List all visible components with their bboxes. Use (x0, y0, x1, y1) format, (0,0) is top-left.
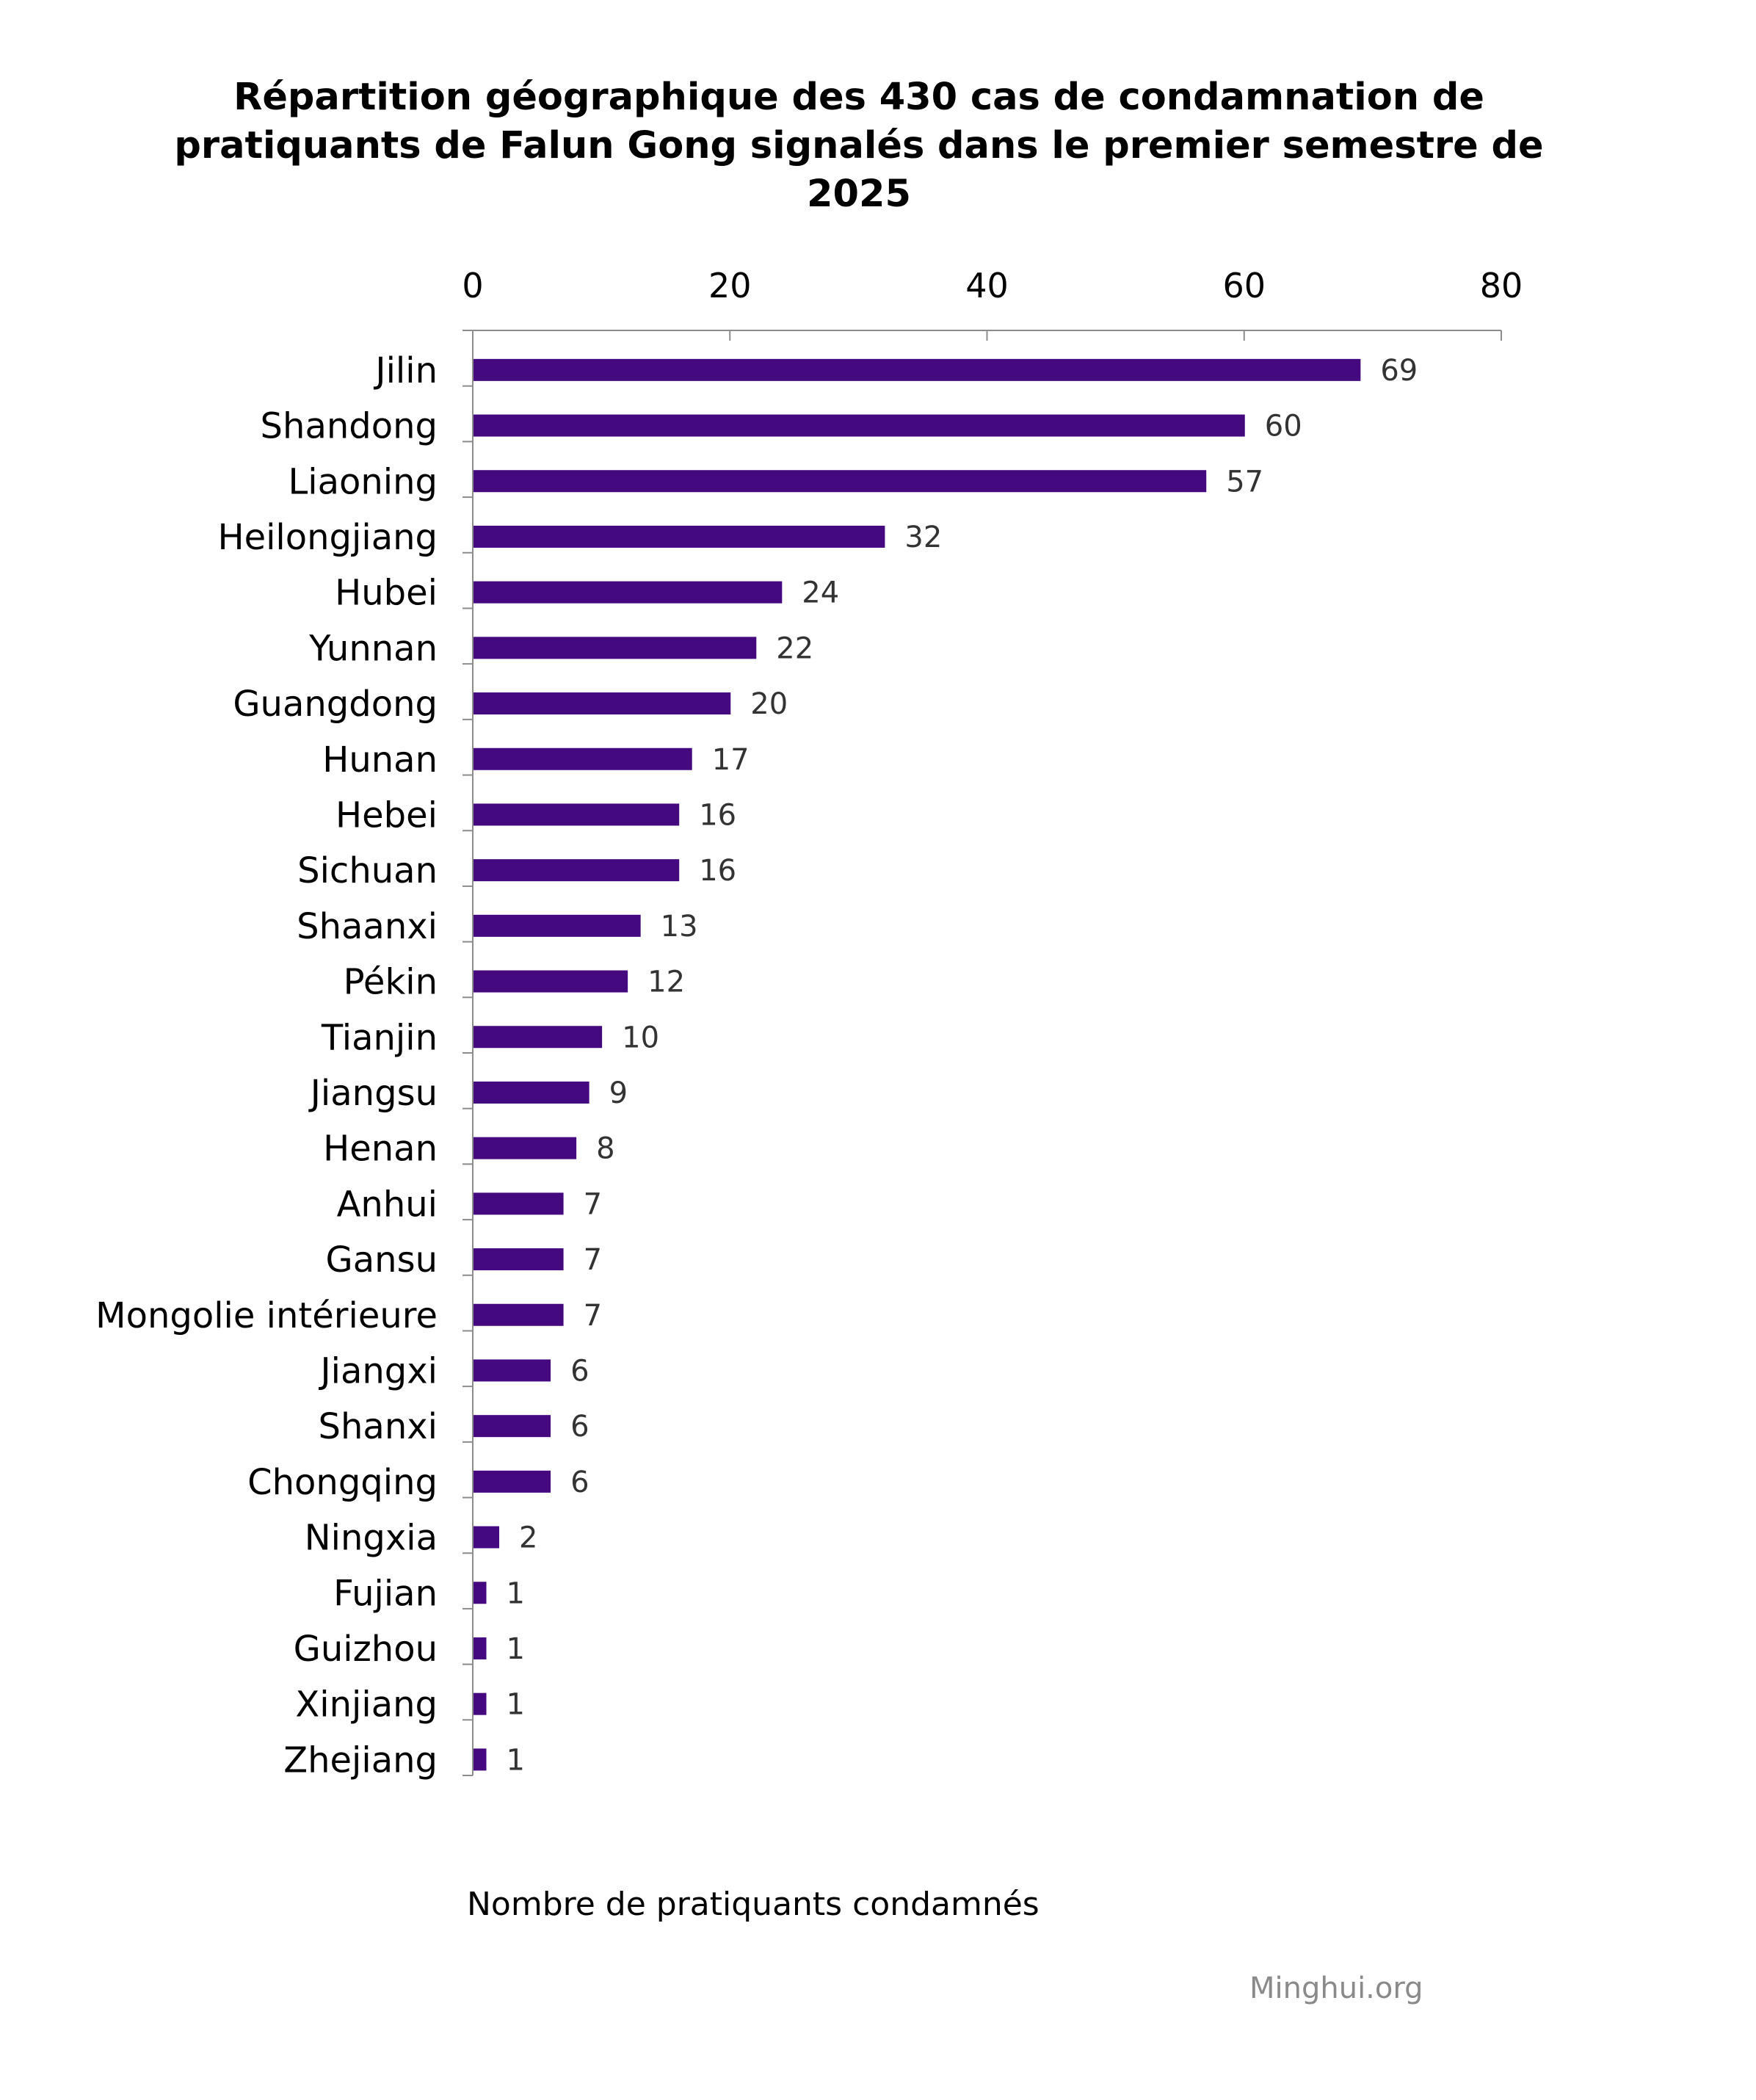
category-label: Fujian (333, 1573, 438, 1614)
data-label: 20 (750, 687, 788, 721)
chart-title: Répartition géographique des 430 cas de … (174, 76, 1544, 216)
data-label: 1 (507, 1688, 525, 1722)
bar (474, 692, 731, 715)
bar (474, 1192, 564, 1215)
data-label: 7 (584, 1187, 602, 1221)
bar (474, 1470, 551, 1493)
data-label: 10 (622, 1021, 659, 1054)
bar (474, 1359, 551, 1382)
category-label: Anhui (337, 1184, 438, 1225)
category-label: Henan (323, 1129, 438, 1170)
category-label: Guizhou (294, 1629, 438, 1670)
bar (474, 1526, 500, 1549)
bar (474, 414, 1245, 437)
data-label: 2 (519, 1521, 537, 1555)
category-label: Hubei (335, 573, 438, 614)
x-tick-label: 60 (1222, 266, 1266, 305)
bar (474, 1692, 487, 1715)
bar (474, 914, 641, 937)
category-label: Liaoning (288, 461, 438, 502)
data-label: 7 (584, 1243, 602, 1277)
data-label: 6 (570, 1466, 589, 1499)
data-label: 8 (596, 1132, 614, 1166)
category-label: Sichuan (297, 850, 438, 891)
x-tick-label: 80 (1480, 266, 1523, 305)
bar (474, 1081, 589, 1104)
data-label: 24 (802, 576, 839, 610)
category-label: Gansu (326, 1239, 438, 1281)
category-label: Yunnan (308, 628, 438, 669)
category-label: Mongolie intérieure (95, 1295, 438, 1336)
bar (474, 1637, 487, 1659)
bar (474, 1248, 564, 1271)
category-label: Shandong (261, 406, 438, 447)
category-label: Hebei (335, 794, 438, 836)
data-label: 6 (570, 1410, 589, 1444)
source-label: Minghui.org (1249, 1972, 1423, 2005)
bar (474, 637, 757, 659)
bar (474, 1026, 603, 1049)
data-label: 1 (507, 1576, 525, 1610)
x-tick-label: 40 (965, 266, 1009, 305)
category-label: Shanxi (319, 1406, 438, 1447)
category-label: Zhejiang (283, 1739, 438, 1781)
category-label: Ningxia (305, 1518, 438, 1559)
data-label: 12 (647, 966, 685, 999)
data-label: 17 (712, 743, 750, 777)
data-label: 1 (507, 1632, 525, 1666)
bar (474, 358, 1361, 381)
category-label: Heilongjiang (217, 517, 438, 558)
category-label: Xinjiang (295, 1684, 438, 1726)
category-label: Jiangxi (318, 1350, 438, 1391)
bar (474, 1137, 577, 1159)
category-label: Pékin (344, 962, 438, 1003)
bar (474, 1303, 564, 1326)
data-label: 9 (609, 1076, 628, 1110)
bar (474, 970, 628, 993)
x-tick-label: 0 (462, 266, 483, 305)
data-label: 13 (661, 910, 698, 944)
data-label: 6 (570, 1354, 589, 1388)
category-label: Hunan (322, 739, 438, 781)
data-label: 32 (904, 521, 942, 554)
bar (474, 747, 692, 770)
bar (474, 1748, 487, 1771)
bar (474, 581, 783, 604)
category-label: Jilin (373, 350, 438, 391)
category-label: Jiangsu (308, 1073, 438, 1114)
bar (474, 525, 885, 548)
data-label: 57 (1226, 465, 1263, 499)
data-label: 22 (776, 631, 813, 665)
data-label: 69 (1380, 354, 1418, 388)
x-axis-label: Nombre de pratiquants condamnés (467, 1886, 1040, 1923)
data-label: 16 (699, 854, 736, 888)
data-label: 16 (699, 798, 736, 832)
bar (474, 1415, 551, 1438)
data-label: 1 (507, 1743, 525, 1777)
bar (474, 1582, 487, 1604)
category-label: Chongqing (247, 1462, 438, 1503)
category-label: Guangdong (233, 684, 438, 725)
bar (474, 859, 680, 882)
bar (474, 470, 1207, 493)
data-label: 7 (584, 1299, 602, 1333)
bar (474, 803, 680, 826)
category-label: Tianjin (321, 1017, 438, 1058)
category-label: Shaanxi (297, 906, 438, 947)
x-tick-label: 20 (708, 266, 752, 305)
data-label: 60 (1265, 410, 1302, 443)
